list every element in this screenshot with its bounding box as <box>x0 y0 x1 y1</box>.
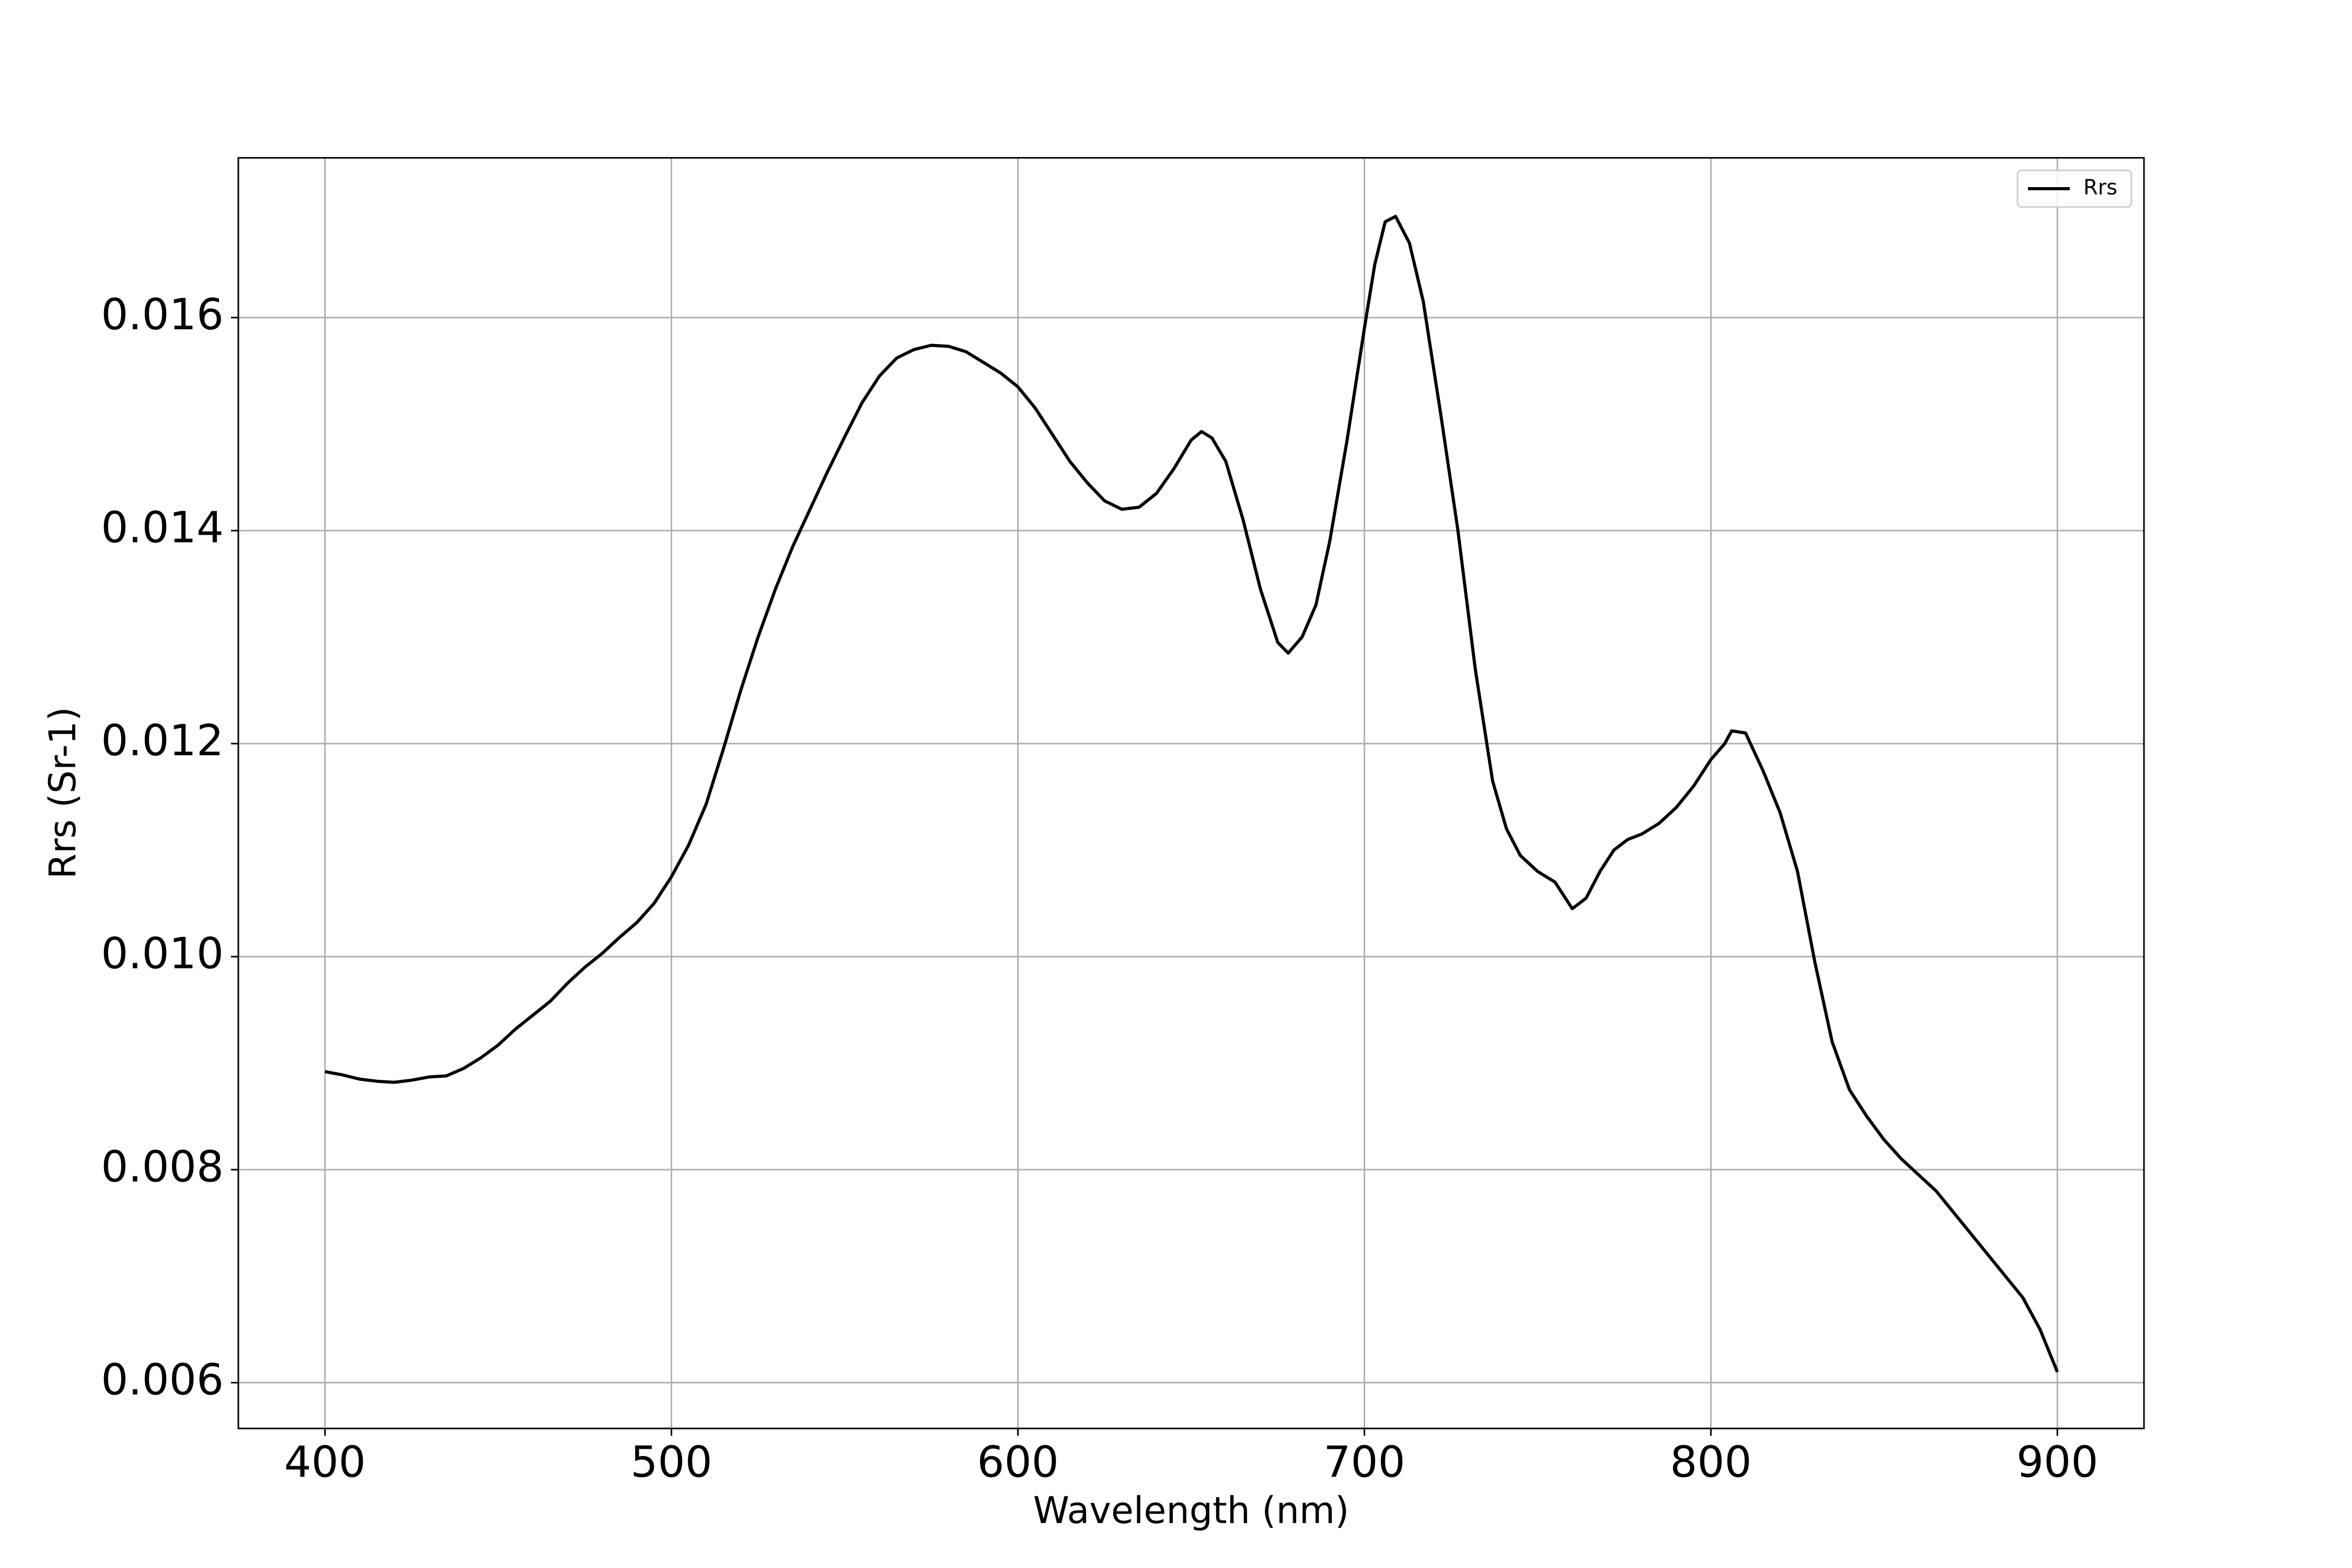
plot-frame <box>237 157 2145 1429</box>
x-tick-label: 400 <box>284 1437 366 1487</box>
y-tick-label: 0.010 <box>101 929 224 979</box>
legend: Rrs <box>2016 169 2132 208</box>
y-tick-label: 0.006 <box>101 1355 224 1405</box>
y-tick-label: 0.008 <box>101 1142 224 1192</box>
x-tick-label: 900 <box>2016 1437 2099 1487</box>
y-axis-label: Rrs (Sr-1) <box>41 707 84 879</box>
legend-label: Rrs <box>2083 176 2117 200</box>
y-tick-label: 0.012 <box>101 716 224 766</box>
x-tick-label: 800 <box>1670 1437 1752 1487</box>
x-tick-label: 600 <box>977 1437 1059 1487</box>
y-tick-label: 0.016 <box>101 290 224 340</box>
x-tick-label: 500 <box>630 1437 712 1487</box>
y-tick-label: 0.014 <box>101 503 224 553</box>
legend-box <box>2016 169 2132 208</box>
data-line <box>325 215 2059 1373</box>
x-axis-label: Wavelength (nm) <box>1033 1489 1350 1532</box>
x-tick-label: 700 <box>1323 1437 1405 1487</box>
